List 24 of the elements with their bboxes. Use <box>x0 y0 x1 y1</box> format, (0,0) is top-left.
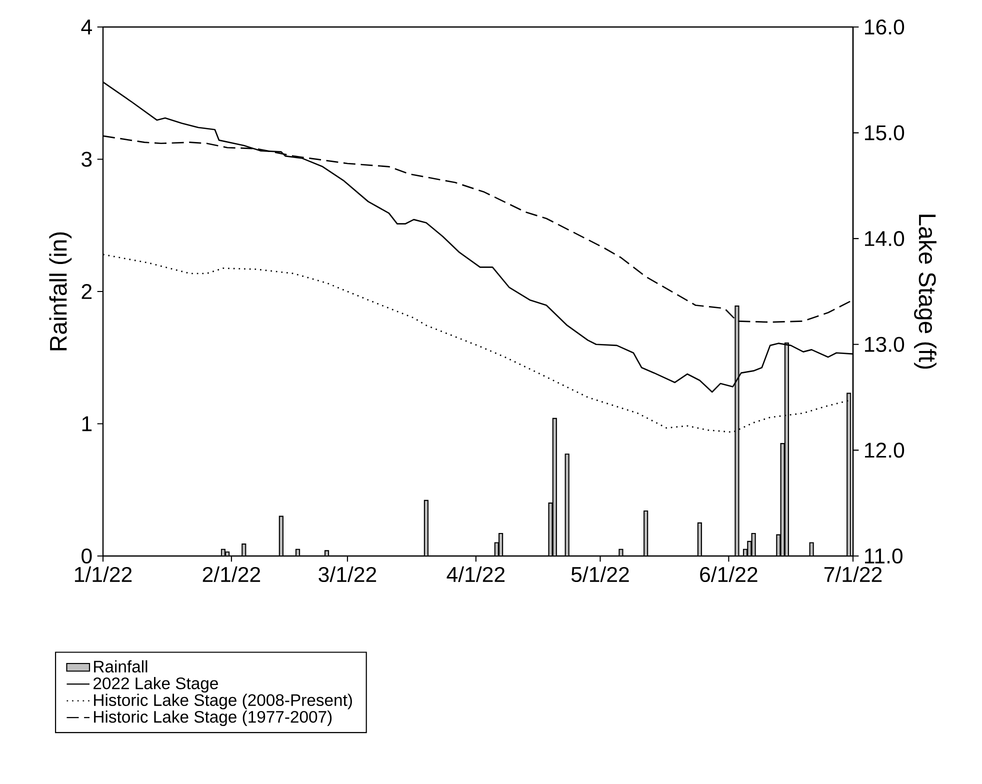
y-tick-label: 1 <box>82 416 92 432</box>
legend-label: Historic Lake Stage (1977-2007) <box>94 710 332 726</box>
y-tick-label: 4 <box>81 20 92 34</box>
x-tick-label: 4/1/22 <box>446 566 505 582</box>
y-tick-label: 0 <box>82 548 92 564</box>
x-tick-label: 1/1/22 <box>74 566 132 582</box>
x-tick-label: 2/1/22 <box>202 566 260 582</box>
y2-tick-label: 15.0 <box>865 125 904 140</box>
y2-tick-label: 16.0 <box>865 19 904 35</box>
y2-tick-label: 14.0 <box>865 231 904 246</box>
legend-label: Rainfall <box>94 660 148 673</box>
y2-axis-title: Lake Stage (ft) <box>914 214 936 369</box>
y-tick-label: 2 <box>82 284 92 299</box>
y2-tick-label: 13.0 <box>865 336 904 352</box>
x-tick-label: 6/1/22 <box>700 566 758 582</box>
y-axis-title: Rainfall (in) <box>49 232 72 350</box>
x-tick-label: 7/1/22 <box>824 566 882 582</box>
y2-tick-label: 12.0 <box>865 442 904 458</box>
y2-tick-label: 11.0 <box>865 548 902 564</box>
x-tick-label: 5/1/22 <box>571 566 629 582</box>
x-tick-label: 3/1/22 <box>318 566 376 582</box>
legend-label: 2022 Lake Stage <box>94 677 218 693</box>
y-tick-label: 3 <box>82 152 92 167</box>
legend-label: Historic Lake Stage (2008-Present) <box>94 694 352 710</box>
